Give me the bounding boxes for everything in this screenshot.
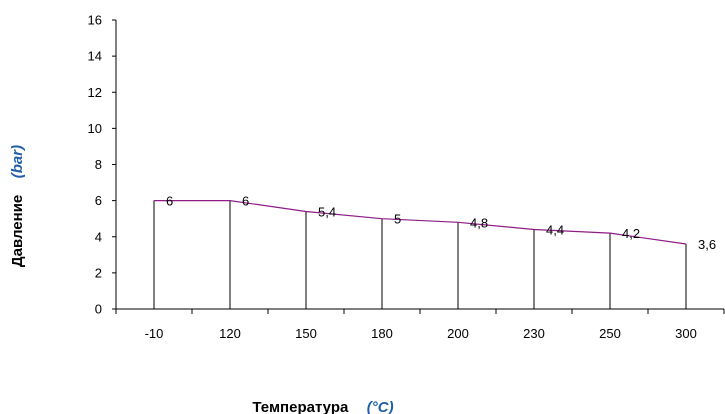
axes — [115, 20, 724, 310]
y-tick-label: 16 — [88, 13, 102, 28]
y-tick-label: 4 — [95, 229, 102, 244]
drop-lines — [153, 200, 687, 309]
y-axis-unit: (bar) — [9, 145, 26, 178]
y-tick-label: 0 — [95, 302, 102, 317]
x-tick-label: 230 — [523, 326, 545, 341]
y-tick-label: 6 — [95, 193, 102, 208]
data-label: 6 — [242, 194, 249, 209]
y-tick-label: 2 — [95, 265, 102, 280]
y-axis-title-text: Давление — [9, 195, 26, 267]
y-tick-label: 10 — [88, 121, 102, 136]
x-axis-title-text: Температура — [252, 399, 349, 414]
y-tick-label: 8 — [95, 157, 102, 172]
x-tick-label: 300 — [675, 326, 697, 341]
data-label: 5 — [394, 212, 401, 227]
x-tick-label: 180 — [371, 326, 393, 341]
series-line — [154, 200, 687, 245]
data-label: 6 — [166, 194, 173, 209]
data-label: 5,4 — [318, 204, 336, 219]
x-tick-label: -10 — [145, 326, 164, 341]
series — [154, 200, 687, 245]
y-axis-ticks: 0 2 4 6 8 10 12 14 16 — [88, 13, 116, 317]
x-axis-unit: (°C) — [367, 399, 394, 414]
y-tick-label: 14 — [88, 49, 102, 64]
data-label: 4,2 — [622, 226, 640, 241]
y-axis-title: Давление (bar) — [9, 145, 26, 267]
y-tick-label: 12 — [88, 85, 102, 100]
x-tick-label: 200 — [447, 326, 469, 341]
x-tick-label: 120 — [219, 326, 241, 341]
x-tick-label: 150 — [295, 326, 317, 341]
x-tick-label: 250 — [599, 326, 621, 341]
data-label: 4,4 — [546, 223, 564, 238]
data-label: 4,8 — [470, 215, 488, 230]
x-axis-ticks: -10 120 150 180 200 230 250 300 — [115, 309, 725, 341]
x-axis-title: Температура (°C) — [252, 399, 393, 414]
data-labels: 6 6 5,4 5 4,8 4,4 4,2 3,6 — [166, 194, 716, 252]
data-label: 3,6 — [698, 237, 716, 252]
